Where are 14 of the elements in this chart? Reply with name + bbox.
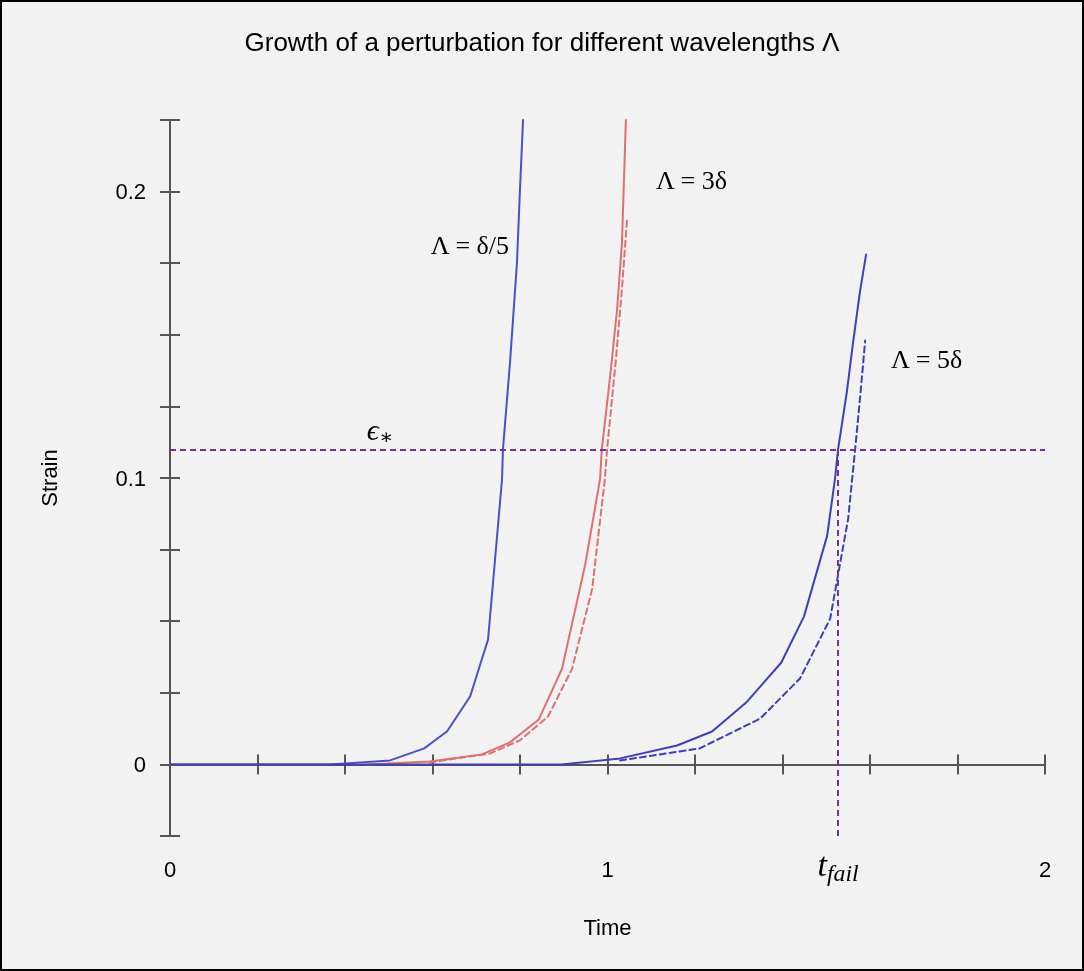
line-series	[169, 253, 868, 766]
x-tick-label: 0	[163, 856, 177, 882]
x-tick-label: 1	[601, 856, 614, 882]
x-tick-label: 2	[1038, 856, 1052, 882]
series-label: Λ = 3δ	[655, 165, 727, 195]
x-axis-title: Time	[583, 914, 632, 940]
ref-line-label: ϵ∗	[366, 412, 394, 449]
y-tick-label: 0	[133, 751, 146, 777]
series-label: Λ = δ/5	[430, 230, 510, 260]
y-tick-label: 0.1	[115, 465, 146, 491]
series-label: Λ = 5δ	[891, 345, 963, 375]
y-tick-label: 0.2	[115, 179, 146, 205]
chart-title: Growth of a perturbation for different wavelengths Λ	[244, 27, 841, 57]
y-axis-title: Strain	[36, 449, 62, 507]
